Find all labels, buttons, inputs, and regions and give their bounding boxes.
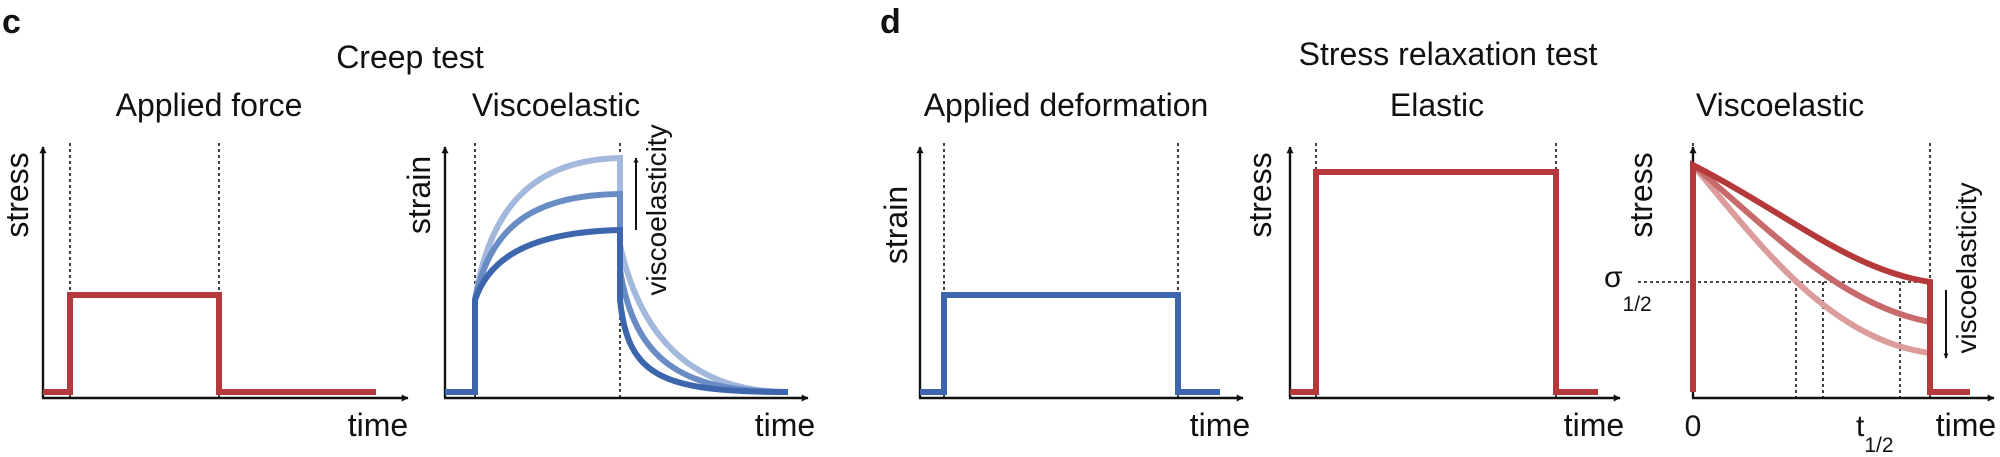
t-half-main: t (1856, 410, 1865, 443)
t-half-sub: 1/2 (1864, 434, 1893, 457)
relaxation-viscoelastic-title: Viscoelastic (1696, 87, 1864, 123)
creep-viscoelastic-title: Viscoelastic (472, 87, 640, 123)
relaxation-viscoelastic-y-label: stress (1623, 152, 1659, 237)
applied-deformation-y-label: strain (878, 186, 914, 264)
applied-deformation-x-label: time (1190, 407, 1250, 443)
applied-force-x-label: time (348, 407, 408, 443)
elastic-step-curve (1290, 169, 1598, 395)
creep-curve-medium-viscoelasticity (472, 190, 789, 395)
elastic-plot: Elastic stress time (1242, 87, 1624, 443)
creep-viscoelasticity-label: viscoelasticity (641, 124, 672, 295)
relaxation-curve-medium-viscoelasticity (1691, 162, 1933, 392)
relaxation-viscoelasticity-label: viscoelasticity (1951, 182, 1982, 353)
elastic-y-label: stress (1242, 152, 1278, 237)
panel-letter-d: d (880, 3, 901, 41)
panel-c: c Creep test Applied force stress time V… (0, 3, 815, 443)
elastic-title: Elastic (1390, 87, 1484, 123)
applied-force-step-curve (43, 292, 376, 395)
elastic-x-label: time (1564, 407, 1624, 443)
creep-curve-low-viscoelasticity (445, 226, 789, 395)
time-zero-label: 0 (1685, 410, 1702, 443)
applied-force-plot: Applied force stress time (0, 87, 409, 443)
applied-force-title: Applied force (116, 87, 303, 123)
panel-d: d Stress relaxation test Applied deforma… (878, 3, 1996, 457)
creep-viscoelastic-x-label: time (755, 407, 815, 443)
relaxation-curve-low-viscoelasticity (1690, 163, 1933, 392)
applied-deformation-step-curve (920, 292, 1220, 395)
relaxation-curve-high-viscoelasticity (1690, 160, 1970, 395)
panel-letter-c: c (2, 3, 21, 41)
creep-test-title: Creep test (336, 39, 484, 75)
applied-deformation-title: Applied deformation (924, 87, 1209, 123)
sigma-half-label: σ1/2 (1604, 261, 1652, 316)
creep-viscoelastic-y-label: strain (401, 156, 437, 234)
sigma-half-main: σ (1604, 261, 1623, 294)
stress-relaxation-test-title: Stress relaxation test (1299, 36, 1598, 72)
creep-viscoelastic-plot: Viscoelastic strain time viscoelasticity (401, 87, 815, 443)
relaxation-viscoelastic-plot: Viscoelastic stress time viscoelasticity… (1604, 87, 1996, 457)
creep-curve-high-viscoelasticity (472, 154, 789, 395)
applied-force-y-label: stress (0, 152, 35, 237)
applied-deformation-plot: Applied deformation strain time (878, 87, 1250, 443)
t-half-label: t1/2 (1856, 410, 1894, 457)
sigma-half-sub: 1/2 (1623, 293, 1652, 316)
relaxation-viscoelastic-x-label: time (1936, 407, 1996, 443)
